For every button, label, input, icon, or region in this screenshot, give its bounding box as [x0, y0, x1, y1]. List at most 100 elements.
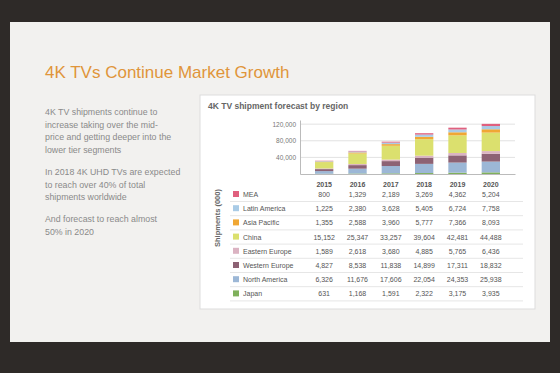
y-axis-title: Shipments (000)	[213, 189, 222, 247]
bar-segment	[315, 160, 333, 161]
x-tick: 2016	[350, 174, 366, 188]
table-value: 2,189	[382, 191, 400, 198]
table-value: 11,838	[380, 262, 401, 269]
legend-label: Latin America	[243, 205, 286, 212]
bar-segment	[382, 146, 400, 160]
x-tick-label: 2019	[450, 181, 466, 188]
page: 4K TVs Continue Market Growth4K TV shipm…	[0, 0, 560, 373]
legend-swatch	[233, 290, 239, 296]
y-tick-label: 120,000	[273, 121, 297, 128]
paragraph-line: to reach over 40% of total	[45, 180, 145, 190]
legend-swatch	[233, 191, 239, 197]
x-tick-label: 2018	[416, 181, 432, 188]
table-value: 2,322	[415, 290, 433, 297]
x-tick: 2017	[383, 174, 399, 188]
row-divider	[230, 201, 523, 202]
legend-label: North America	[243, 276, 287, 283]
x-axis: 2015 2016 2017 2018 2019 2020	[301, 174, 516, 188]
table-value: 39,604	[413, 234, 435, 241]
paragraph-line: shipments worldwide	[45, 192, 127, 202]
x-tick: 2019	[450, 174, 466, 188]
bar-segment	[348, 151, 366, 153]
bar-segment	[482, 172, 500, 174]
table-value: 3,628	[382, 205, 400, 212]
table-value: 1,329	[349, 191, 367, 198]
y-tick: 80,000	[276, 137, 300, 144]
y-axis: 40,000 80,000 120,000	[273, 121, 301, 175]
bar-segment	[448, 129, 466, 132]
row-divider	[230, 286, 523, 287]
paragraph-line: In 2018 4K UHD TVs are expected	[45, 167, 180, 177]
table-value: 1,168	[349, 290, 367, 297]
paragraph-line: increase taking over the mid-	[45, 120, 158, 130]
slide	[10, 22, 550, 342]
row-divider	[230, 258, 523, 259]
bar-segment	[382, 143, 400, 145]
bar-segment	[415, 133, 433, 134]
table-value: 6,724	[449, 205, 467, 212]
table-value: 3,680	[382, 248, 400, 255]
table-value: 17,606	[380, 276, 402, 283]
grid	[300, 124, 515, 157]
table-value: 4,827	[315, 262, 333, 269]
paragraph-line: price and getting deeper into the	[45, 132, 171, 142]
legend-label: MEA	[243, 191, 259, 198]
x-tick-label: 2016	[350, 181, 366, 188]
row-divider	[230, 229, 523, 230]
bar-segment	[448, 153, 466, 155]
bar-segment	[382, 144, 400, 146]
bar-segment	[348, 154, 366, 165]
legend-swatch	[233, 276, 239, 282]
bar-segment	[348, 164, 366, 165]
bar-segment	[315, 161, 333, 163]
table-value: 8,093	[482, 219, 500, 226]
table-value: 1,225	[315, 205, 333, 212]
bar-segment	[415, 158, 433, 164]
bar-segment	[448, 155, 466, 162]
table-value: 24,353	[447, 276, 469, 283]
paragraph-line: 50% in 2020	[45, 227, 94, 237]
table-value: 4,885	[415, 248, 433, 255]
x-tick-label: 2015	[316, 181, 332, 188]
bar-segment	[315, 169, 333, 171]
chart-title: 4K TV shipment forecast by region	[208, 101, 348, 111]
bar-segment	[382, 166, 400, 173]
bar-segment	[382, 160, 400, 162]
table-value: 25,347	[347, 234, 369, 241]
table-value: 1,589	[315, 248, 333, 255]
axis-line	[301, 174, 516, 175]
legend-swatch	[233, 248, 239, 254]
table-value: 631	[318, 290, 330, 297]
bar-segment	[415, 164, 433, 173]
y-tick: 40,000	[276, 154, 300, 161]
legend-label: Japan	[243, 290, 262, 298]
x-tick-label: 2020	[483, 181, 499, 188]
bar-segment	[448, 132, 466, 135]
table-value: 6,436	[482, 248, 500, 255]
legend-label: Western Europe	[243, 262, 294, 270]
bar-segment	[482, 129, 500, 132]
table-value: 1,355	[315, 219, 333, 226]
table-value: 5,777	[415, 219, 433, 226]
table-value: 14,899	[413, 262, 435, 269]
table-value: 7,758	[482, 205, 500, 212]
bar-segment	[415, 139, 433, 155]
bar-segment	[348, 152, 366, 153]
table-value: 44,488	[480, 234, 502, 241]
table-value: 8,538	[349, 262, 367, 269]
bar-segment	[482, 151, 500, 154]
legend-swatch	[233, 234, 239, 240]
bar-segment	[448, 128, 466, 130]
bar-segment	[348, 169, 366, 174]
bar-segment	[315, 162, 333, 168]
table-value: 800	[318, 191, 330, 198]
bars	[315, 124, 500, 174]
table-value: 17,311	[447, 262, 468, 269]
table-value: 3,269	[415, 191, 433, 198]
bar-segment	[448, 135, 466, 153]
paragraph-line: 4K TV shipments continue to	[45, 107, 157, 117]
table-value: 25,938	[480, 276, 502, 283]
legend-swatch	[233, 262, 239, 268]
table-value: 18,832	[480, 262, 502, 269]
legend-swatch	[233, 219, 239, 225]
